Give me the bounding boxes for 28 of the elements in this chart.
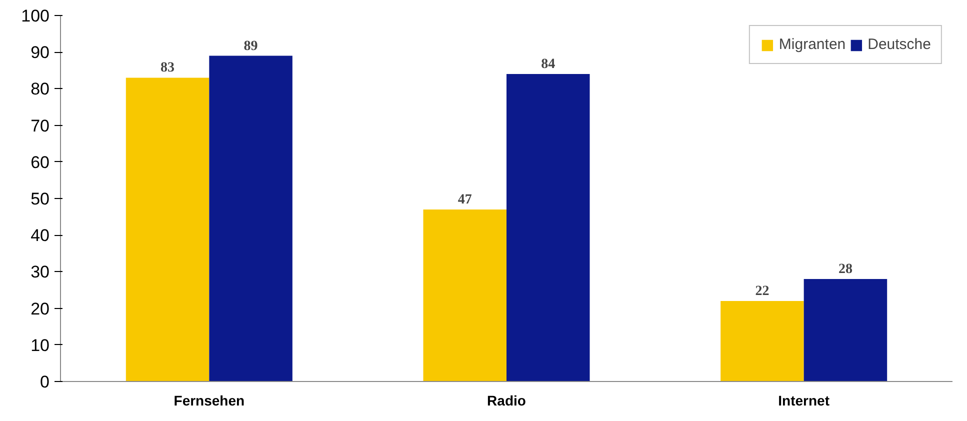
y-tick-label: 40 [30, 226, 50, 246]
y-tick-label: 20 [30, 299, 50, 318]
y-tick-label: 100 [21, 6, 50, 26]
y-tick-label: 10 [30, 336, 50, 355]
x-tick-label: Radio [487, 392, 526, 408]
legend-label: Migranten [778, 36, 846, 53]
data-label: 83 [160, 60, 175, 76]
y-tick-label: 60 [30, 152, 50, 172]
data-label: 89 [244, 38, 258, 54]
bar [209, 56, 292, 382]
y-tick-label: 0 [40, 372, 50, 392]
y-tick-label: 30 [30, 262, 50, 282]
y-tick-label: 90 [30, 43, 50, 62]
y-tick-label: 70 [30, 116, 50, 136]
legend-label: Deutsche [868, 36, 931, 53]
y-tick-label: 80 [30, 80, 50, 99]
data-label: 28 [838, 262, 852, 278]
data-label: 47 [458, 192, 472, 208]
y-tick-label: 50 [30, 190, 50, 208]
bar [126, 78, 210, 382]
x-tick-label: Internet [778, 392, 830, 408]
bar [804, 279, 888, 382]
bar [423, 209, 506, 382]
x-tick-label: Fernsehen [174, 392, 245, 408]
bar [720, 300, 804, 382]
bar [506, 74, 590, 382]
data-label: 84 [541, 57, 556, 72]
data-label: 22 [755, 284, 770, 299]
